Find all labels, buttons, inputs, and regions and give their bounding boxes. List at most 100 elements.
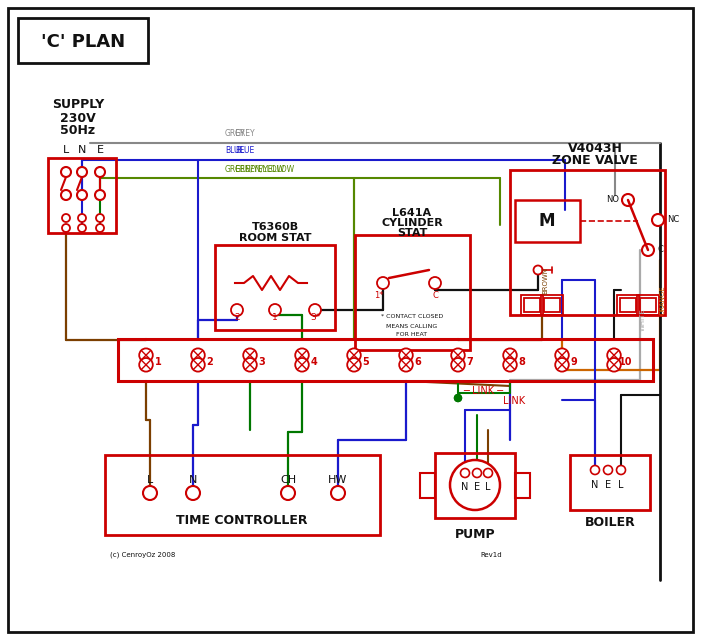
- Text: MEANS CALLING: MEANS CALLING: [386, 324, 437, 328]
- Text: N: N: [189, 475, 197, 485]
- Text: PUMP: PUMP: [455, 528, 496, 542]
- Circle shape: [296, 349, 309, 362]
- Text: CH: CH: [280, 475, 296, 485]
- Circle shape: [143, 486, 157, 500]
- Text: V4043H: V4043H: [567, 142, 623, 154]
- Text: T6360B: T6360B: [251, 222, 298, 232]
- Text: 5: 5: [363, 357, 369, 367]
- Bar: [215, 245, 335, 330]
- Bar: [118, 339, 653, 381]
- Circle shape: [451, 349, 465, 362]
- Text: 1: 1: [272, 313, 278, 322]
- Circle shape: [503, 349, 517, 362]
- Circle shape: [96, 214, 104, 222]
- Circle shape: [96, 224, 104, 232]
- Circle shape: [331, 486, 345, 500]
- Circle shape: [61, 167, 71, 177]
- Text: 8: 8: [519, 357, 525, 367]
- Circle shape: [503, 358, 517, 372]
- Circle shape: [622, 194, 634, 206]
- Text: E: E: [96, 145, 103, 155]
- Text: WHITE: WHITE: [640, 308, 646, 331]
- Circle shape: [77, 167, 87, 177]
- Text: N: N: [78, 145, 86, 155]
- Circle shape: [61, 190, 71, 200]
- Text: C: C: [432, 290, 438, 299]
- Circle shape: [231, 304, 243, 316]
- Text: TIME CONTROLLER: TIME CONTROLLER: [176, 513, 307, 526]
- Text: NC: NC: [667, 215, 680, 224]
- Bar: [105, 455, 380, 535]
- Circle shape: [642, 244, 654, 256]
- Text: 3: 3: [258, 357, 265, 367]
- Text: SUPPLY: SUPPLY: [52, 99, 104, 112]
- Circle shape: [534, 265, 543, 274]
- Circle shape: [484, 469, 493, 478]
- Text: L: L: [485, 482, 491, 492]
- Text: BOILER: BOILER: [585, 515, 635, 528]
- Bar: [435, 453, 515, 518]
- Text: 1*: 1*: [374, 290, 384, 299]
- Text: BLUE: BLUE: [235, 146, 254, 155]
- Circle shape: [62, 224, 70, 232]
- Text: GREY: GREY: [225, 129, 246, 138]
- Bar: [420, 473, 435, 498]
- Bar: [515, 200, 580, 242]
- Circle shape: [78, 214, 86, 222]
- Text: NO: NO: [606, 194, 619, 203]
- Bar: [617, 295, 639, 315]
- Text: 3*: 3*: [310, 313, 320, 322]
- Text: ORANGE: ORANGE: [660, 285, 666, 315]
- Text: L: L: [63, 145, 69, 155]
- Circle shape: [607, 349, 621, 362]
- Text: L: L: [147, 475, 153, 485]
- Text: ─ LINK ─: ─ LINK ─: [463, 386, 503, 396]
- Circle shape: [399, 349, 413, 362]
- Text: 6: 6: [415, 357, 421, 367]
- Text: 2: 2: [206, 357, 213, 367]
- Text: 230V: 230V: [60, 112, 96, 124]
- Text: 10: 10: [619, 357, 633, 367]
- Text: BLUE: BLUE: [225, 146, 244, 155]
- Circle shape: [450, 460, 500, 510]
- Circle shape: [191, 358, 205, 372]
- Text: 50Hz: 50Hz: [60, 124, 95, 138]
- Bar: [515, 473, 530, 498]
- Text: LINK: LINK: [503, 396, 525, 406]
- Circle shape: [269, 304, 281, 316]
- Text: 9: 9: [571, 357, 577, 367]
- Circle shape: [604, 465, 613, 474]
- Bar: [541, 295, 563, 315]
- Circle shape: [399, 358, 413, 372]
- Circle shape: [296, 358, 309, 372]
- Text: GREEN/YELLOW: GREEN/YELLOW: [235, 164, 295, 173]
- Circle shape: [590, 465, 600, 474]
- Bar: [544, 298, 560, 312]
- Text: C: C: [657, 246, 663, 254]
- Text: GREEN/YELLOW: GREEN/YELLOW: [225, 164, 285, 173]
- Bar: [620, 298, 636, 312]
- Circle shape: [62, 214, 70, 222]
- Circle shape: [281, 486, 295, 500]
- Bar: [355, 235, 470, 350]
- Circle shape: [191, 349, 205, 362]
- Circle shape: [454, 394, 461, 401]
- Circle shape: [555, 349, 569, 362]
- Bar: [524, 298, 540, 312]
- Text: 4: 4: [310, 357, 317, 367]
- Bar: [510, 170, 665, 315]
- Text: 7: 7: [467, 357, 473, 367]
- Text: * CONTACT CLOSED: * CONTACT CLOSED: [381, 315, 443, 319]
- Circle shape: [95, 190, 105, 200]
- Circle shape: [77, 190, 87, 200]
- Text: BROWN: BROWN: [542, 267, 548, 294]
- Circle shape: [78, 224, 86, 232]
- Bar: [48, 158, 116, 233]
- Text: STAT: STAT: [397, 228, 428, 238]
- Circle shape: [139, 358, 153, 372]
- Text: ZONE VALVE: ZONE VALVE: [552, 153, 638, 167]
- Circle shape: [139, 349, 153, 362]
- Text: E: E: [474, 482, 480, 492]
- Circle shape: [652, 214, 664, 226]
- Circle shape: [555, 358, 569, 372]
